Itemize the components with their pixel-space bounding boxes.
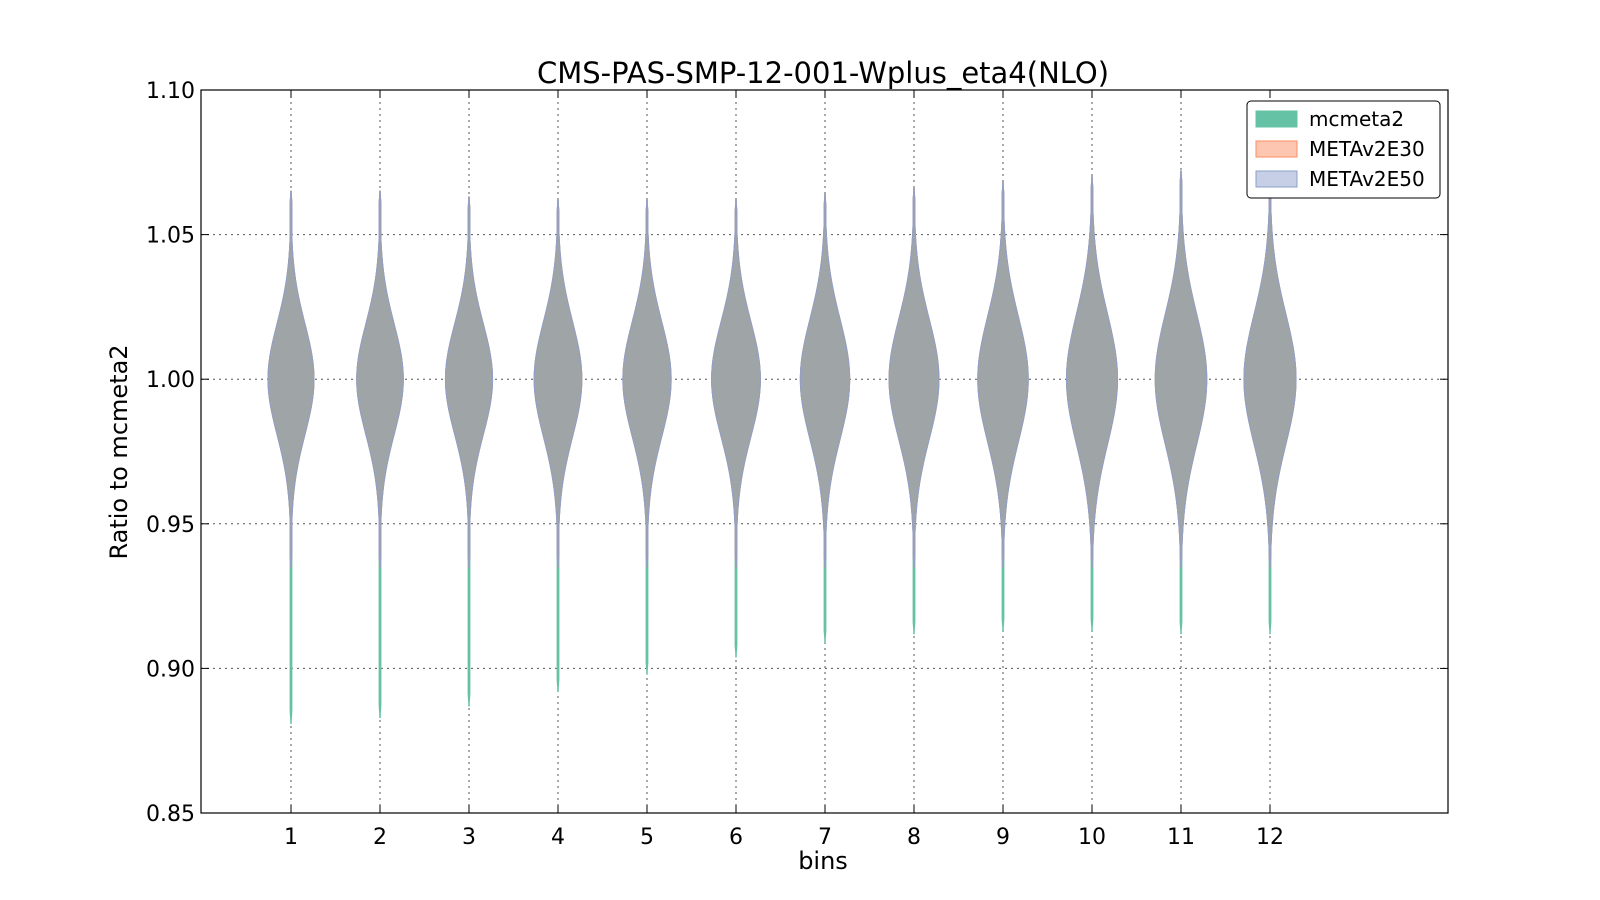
chart-title: CMS-PAS-SMP-12-001-Wplus_eta4(NLO) <box>537 56 1109 90</box>
violin-METAv2E50-bin-8 <box>888 187 940 568</box>
x-tick-label: 4 <box>551 825 565 850</box>
y-tick-label: 0.90 <box>146 657 195 682</box>
violin-METAv2E50-bin-11 <box>1154 170 1208 568</box>
violin-METAv2E50-bin-4 <box>533 199 583 568</box>
series-METAv2E50-violins <box>267 170 1297 568</box>
legend-label-METAv2E30: METAv2E30 <box>1309 137 1425 161</box>
series-mcmeta2-violins <box>267 170 1297 724</box>
violins <box>267 170 1297 724</box>
y-tick-label: 0.85 <box>146 802 195 827</box>
x-tick-label: 2 <box>373 825 387 850</box>
y-axis-title: Ratio to mcmeta2 <box>105 344 133 559</box>
violin-METAv2E50-bin-2 <box>356 190 404 568</box>
axis-ticks: 0.850.900.951.001.051.101 2 3 4 5 6 7 8 9 10 11 12 <box>146 79 1448 850</box>
legend-label-mcmeta2: mcmeta2 <box>1309 107 1404 131</box>
x-tick-label: 7 <box>818 825 832 850</box>
x-tick-label: 5 <box>640 825 654 850</box>
legend-swatch-mcmeta2 <box>1255 110 1298 128</box>
x-tick-label: 3 <box>462 825 476 850</box>
violin-METAv2E50-bin-5 <box>622 199 672 568</box>
x-tick-label: 12 <box>1256 825 1284 850</box>
x-tick-label: 10 <box>1078 825 1106 850</box>
violin-METAv2E50-bin-7 <box>799 193 851 568</box>
legend-swatch-METAv2E30 <box>1255 140 1298 158</box>
x-tick-label: 8 <box>907 825 921 850</box>
legend: mcmeta2 METAv2E30 METAv2E50 <box>1246 100 1441 199</box>
x-tick-label: 11 <box>1167 825 1195 850</box>
x-axis-title: bins <box>798 847 848 875</box>
violin-METAv2E50-bin-10 <box>1066 176 1118 568</box>
y-tick-label: 0.95 <box>146 513 195 538</box>
x-tick-label: 9 <box>996 825 1010 850</box>
y-tick-label: 1.10 <box>146 79 195 104</box>
violin-METAv2E50-bin-6 <box>711 199 761 568</box>
violin-METAv2E50-bin-9 <box>977 182 1029 568</box>
y-tick-label: 1.05 <box>146 224 195 249</box>
violin-METAv2E50-bin-12 <box>1243 184 1297 568</box>
violin-METAv2E50-bin-1 <box>267 190 315 568</box>
legend-label-METAv2E50: METAv2E50 <box>1309 167 1425 191</box>
y-tick-label: 1.00 <box>146 368 195 393</box>
x-tick-label: 1 <box>284 825 298 850</box>
legend-swatch-METAv2E50 <box>1255 170 1298 188</box>
x-tick-label: 6 <box>729 825 743 850</box>
violin-METAv2E50-bin-3 <box>444 196 494 568</box>
series-METAv2E30-violins <box>267 170 1297 568</box>
